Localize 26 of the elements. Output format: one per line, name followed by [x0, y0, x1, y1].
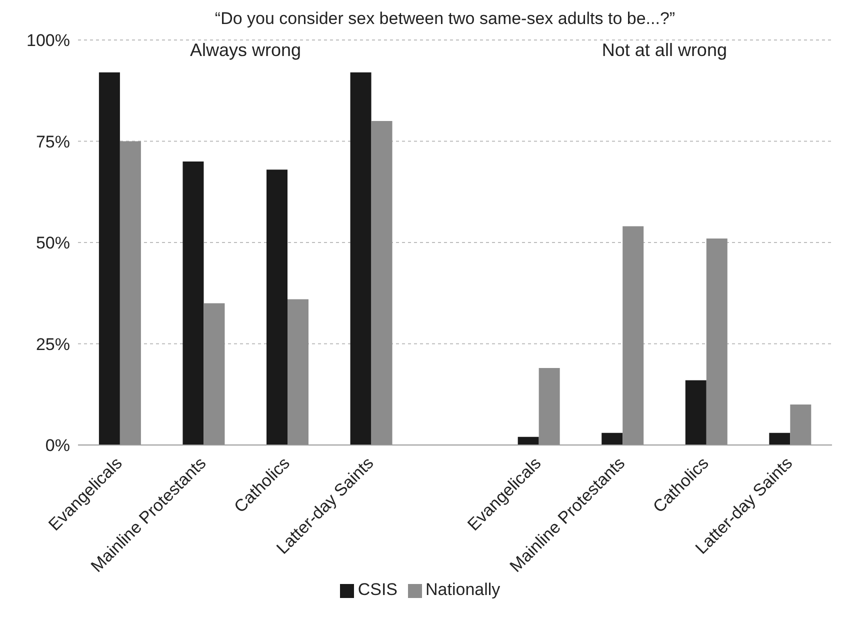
annotation: Not at all wrong: [600, 40, 728, 61]
bar: [685, 380, 706, 445]
annotation: Always wrong: [189, 40, 302, 61]
bar: [204, 303, 225, 445]
legend-label: Nationally: [426, 580, 500, 599]
bar: [350, 72, 372, 445]
y-tick-label: 25%: [36, 334, 70, 354]
y-tick-label: 50%: [36, 234, 70, 253]
bar: [518, 436, 539, 445]
bar: [706, 238, 728, 445]
bar: [790, 404, 812, 445]
bar: [288, 299, 308, 445]
y-tick-label: 100%: [26, 31, 70, 50]
y-tick-label: 0%: [45, 436, 70, 456]
y-tick-label: 75%: [36, 132, 70, 152]
bar: [371, 121, 392, 445]
bar: [622, 226, 644, 445]
bar: [769, 432, 790, 445]
bar: [266, 170, 288, 445]
legend-label: CSIS: [358, 580, 398, 599]
bar: [538, 368, 560, 445]
bar: [98, 72, 120, 445]
bar: [182, 162, 204, 445]
bar: [120, 141, 141, 445]
bar: [602, 432, 623, 445]
chart-title: “Do you consider sex between two same-sex adults to be...?”: [214, 8, 676, 30]
